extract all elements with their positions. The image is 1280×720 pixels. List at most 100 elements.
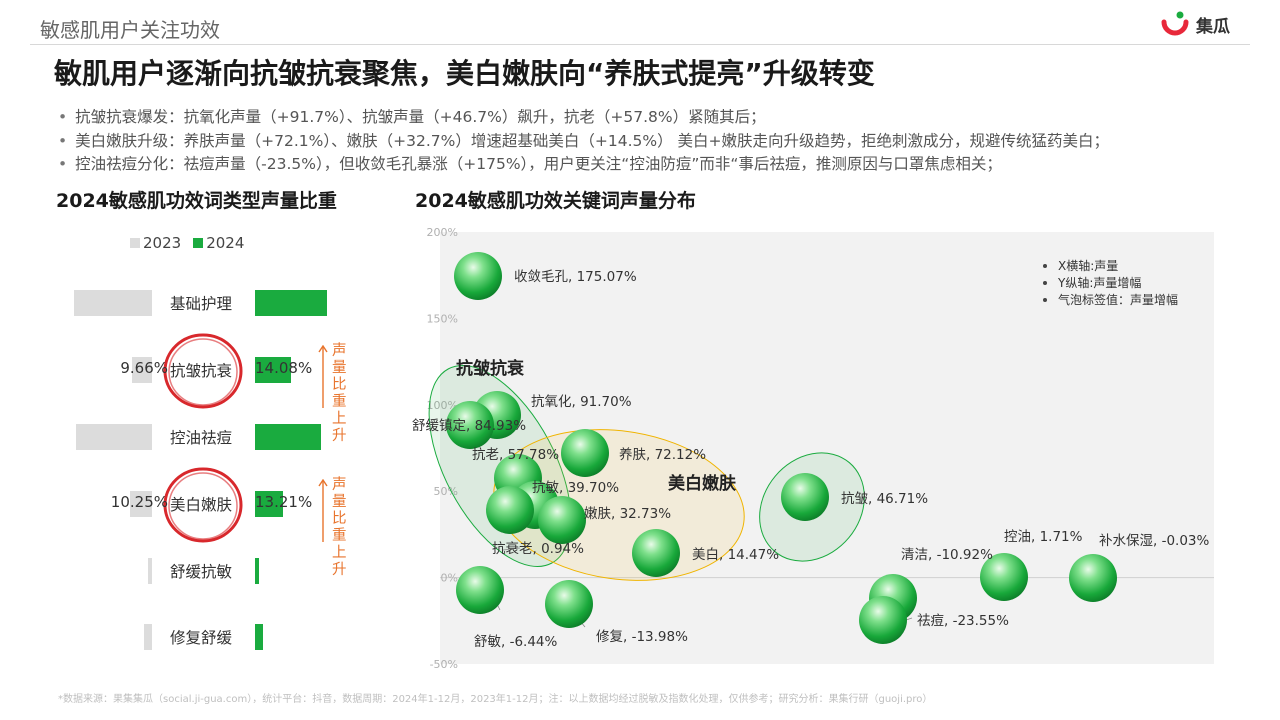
bar-2024	[255, 624, 263, 650]
insight-item: 美白嫩肤升级：养肤声量（+72.1%）、嫩肤（+32.7%）增速超基础美白（+1…	[58, 130, 1109, 154]
bar-row: 修复舒缓	[0, 622, 400, 652]
row-label: 抗皱抗衰	[170, 362, 233, 380]
bubble	[561, 429, 609, 477]
rise-label: 声量比重上升	[332, 343, 347, 444]
bubble-label: 抗皱, 46.71%	[841, 491, 928, 507]
legend-note-bullet	[1043, 281, 1047, 285]
bar-row: 舒缓抗敏	[0, 556, 400, 586]
value-2023: 10.25%	[110, 493, 168, 511]
leader-line	[1011, 557, 1015, 569]
insight-item: 抗皱抗衰爆发：抗氧化声量（+91.7%）、抗皱声量（+46.7%）飙升，抗老（+…	[58, 106, 1109, 130]
legend-note-bullet	[1043, 264, 1047, 268]
bubble	[781, 473, 829, 521]
bubble	[869, 574, 917, 622]
bar-row: 9.66% 14.08% 声量比重上升 抗皱抗衰	[0, 333, 400, 444]
bubble-label: 祛痘, -23.55%	[917, 613, 1009, 629]
y-tick-label: 200%	[427, 226, 458, 239]
brand-logo-icon	[1161, 11, 1189, 36]
bar-row: 基础护理	[0, 288, 400, 318]
group-label: 美白嫩肤	[668, 473, 737, 494]
leader-line	[899, 617, 913, 623]
bubble	[511, 481, 559, 529]
bar-2024	[255, 357, 291, 383]
value-2023: 9.66%	[120, 359, 168, 377]
bar-2023	[76, 424, 152, 450]
bubble	[454, 252, 502, 300]
bar-2023	[148, 558, 152, 584]
group-ellipse-anti-aging	[428, 365, 572, 567]
bubble	[859, 596, 907, 644]
bubble-label: 嫩肤, 32.73%	[584, 506, 671, 522]
section-title: 敏感肌用户关注功效	[40, 18, 220, 42]
bubble	[545, 580, 593, 628]
page-title: 敏肌用户逐渐向抗皱抗衰聚焦，美白嫩肤向“养肤式提亮”升级转变	[54, 57, 875, 90]
row-label: 基础护理	[170, 295, 233, 313]
row-label: 修复舒缓	[170, 629, 233, 647]
bar-2024	[255, 491, 283, 517]
row-label: 舒缓抗敏	[170, 563, 233, 581]
bubble-label: 舒缓镇定, 84.93%	[412, 418, 526, 434]
bubble	[473, 391, 521, 439]
bubble	[632, 529, 680, 577]
bubble	[486, 486, 534, 534]
row-label: 控油祛痘	[170, 429, 233, 447]
bubble-label: 抗敏, 39.70%	[532, 480, 619, 496]
value-2024: 14.08%	[255, 359, 313, 377]
header-divider	[30, 44, 1250, 45]
leader-line	[574, 614, 586, 628]
legend-note: X横轴:声量	[1058, 258, 1118, 273]
bubble-label: 抗氧化, 91.70%	[531, 394, 632, 410]
bar-2024	[255, 424, 321, 450]
legend-note-bullet	[1043, 298, 1047, 302]
bubble-label: 修复, -13.98%	[596, 628, 688, 645]
left-chart-title: 2024敏感肌功效词类型声量比重	[56, 190, 337, 212]
highlight-ring-icon	[163, 467, 243, 543]
y-tick-label: 0%	[441, 572, 458, 585]
highlight-ring-icon	[163, 333, 243, 409]
bubble-label: 清洁, -10.92%	[901, 547, 993, 563]
arrow-up-icon	[318, 479, 328, 542]
bubble-label: 补水保湿, -0.03%	[1099, 533, 1210, 549]
brand-name: 集瓜	[1196, 16, 1230, 37]
data-source-note: *数据来源：果集集瓜（social.ji-gua.com），统计平台：抖音，数据…	[58, 694, 933, 705]
group-ellipse-whitening	[493, 429, 745, 581]
leader-line	[1099, 555, 1105, 569]
left-chart-legend: 2023 2024	[130, 234, 244, 252]
leader-line	[899, 589, 911, 593]
bubble	[980, 553, 1028, 601]
bubble-label: 美白, 14.47%	[692, 547, 779, 563]
y-tick-label: 50%	[434, 485, 458, 498]
bar-2024	[255, 558, 259, 584]
share-rise-note: 声量比重上升	[316, 343, 376, 444]
bubble	[494, 454, 542, 502]
brand-logo: 集瓜	[1160, 10, 1230, 38]
legend-note: Y纵轴:声量增幅	[1057, 275, 1141, 290]
row-label: 美白嫩肤	[170, 496, 233, 514]
leader-line	[502, 547, 521, 551]
rise-label: 声量比重上升	[332, 477, 347, 578]
bubble	[538, 496, 586, 544]
bubble-chart-title: 2024敏感肌功效关键词声量分布	[415, 190, 696, 212]
bar-2023	[144, 624, 152, 650]
leader-line	[492, 595, 501, 611]
bar-row: 10.25% 13.21% 声量比重上升 美白嫩肤	[0, 467, 400, 578]
y-tick-label: 150%	[427, 312, 458, 325]
bar-2023	[130, 491, 152, 517]
bar-2024	[255, 290, 327, 316]
legend-label: 2024	[206, 234, 245, 252]
bubble-label: 抗衰老, 0.94%	[492, 540, 584, 557]
bubble-label: 养肤, 72.12%	[619, 447, 706, 463]
bar-row: 控油祛痘	[0, 422, 400, 452]
value-2024: 13.21%	[255, 493, 313, 511]
legend-item-2024: 2024	[193, 234, 244, 252]
bubble-label: 控油, 1.71%	[1004, 529, 1083, 545]
group-label: 抗皱抗衰	[456, 358, 525, 379]
y-tick-label: -50%	[430, 658, 458, 671]
bar-2023	[132, 357, 152, 383]
bar-2023	[74, 290, 152, 316]
legend-item-2023: 2023	[130, 234, 181, 252]
bubble	[456, 566, 504, 614]
bubble	[446, 401, 494, 449]
y-tick-label: 100%	[427, 399, 458, 412]
bubble-label: 舒敏, -6.44%	[474, 634, 558, 650]
